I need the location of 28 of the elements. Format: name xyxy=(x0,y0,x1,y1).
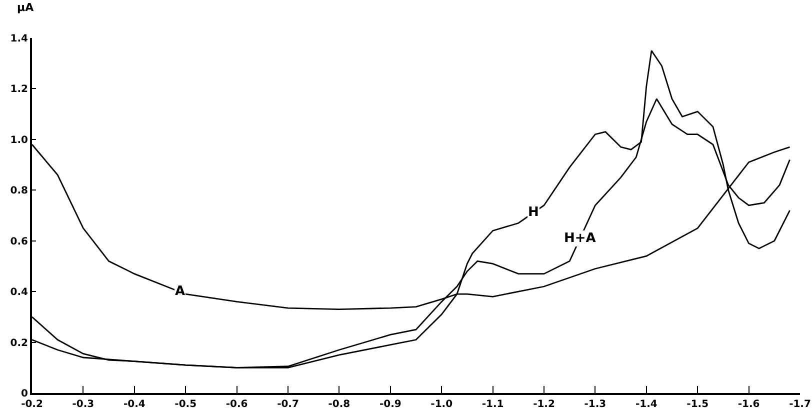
y-tick-label: 0 xyxy=(21,388,28,400)
y-tick-label: 1.4 xyxy=(10,34,28,44)
y-tick-label: 0.6 xyxy=(10,236,28,248)
y-tick-label: 1.2 xyxy=(10,84,28,96)
y-tick-label: 0.4 xyxy=(10,287,28,298)
y-tick-label: 0.8 xyxy=(10,186,28,197)
x-tick-label: -0.9 xyxy=(379,399,402,410)
x-tick-label: -1.0 xyxy=(430,399,453,410)
x-tick-label: -1.2 xyxy=(533,399,555,410)
annotation: H xyxy=(528,205,539,220)
x-tick-label: -0.8 xyxy=(328,399,350,410)
x-tick-label: -0.7 xyxy=(277,399,299,410)
annotation: H+A xyxy=(564,231,596,246)
y-tick-label: 0.2 xyxy=(10,338,28,349)
x-tick-label: -1.5 xyxy=(686,399,709,410)
x-tick-label: -1.3 xyxy=(584,399,606,410)
y-tick-label: 1.0 xyxy=(10,134,28,146)
x-tick-label: -1.1 xyxy=(482,399,504,410)
x-tick-label: -0.3 xyxy=(72,399,94,410)
x-tick-label: -0.6 xyxy=(226,399,248,410)
y-axis-title: µA xyxy=(17,1,34,14)
x-tick-label: -1.7 xyxy=(789,399,811,410)
x-tick-label: -0.4 xyxy=(123,399,146,410)
x-tick-label: -0.5 xyxy=(174,399,197,410)
annotation: A xyxy=(175,284,186,299)
x-tick-label: -1.6 xyxy=(738,399,760,410)
x-tick-label: -0.2 xyxy=(21,399,43,410)
x-tick-label: -1.4 xyxy=(635,399,658,410)
